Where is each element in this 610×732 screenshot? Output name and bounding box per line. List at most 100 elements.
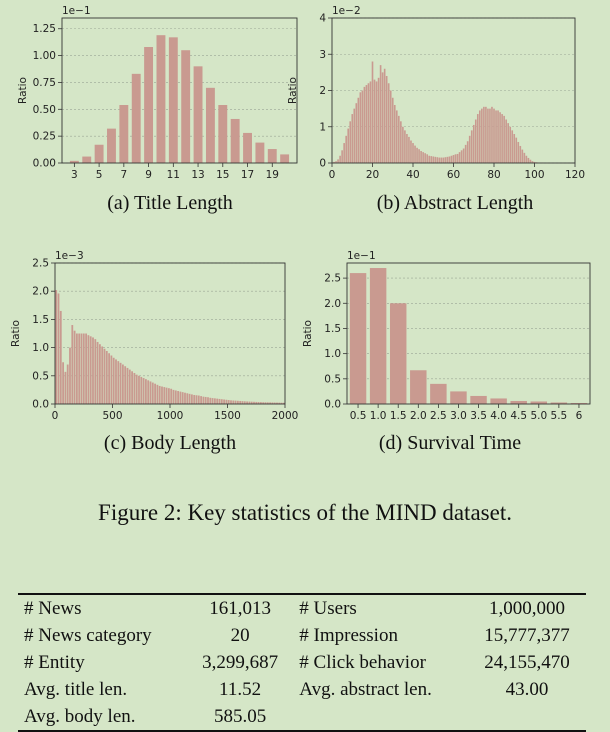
table-row: Avg. body len.585.05	[18, 703, 586, 731]
bar	[194, 66, 203, 163]
bar	[483, 107, 485, 163]
bar	[214, 398, 216, 404]
bar	[366, 85, 368, 163]
bar	[520, 146, 522, 163]
bar	[510, 401, 526, 404]
bar	[526, 156, 528, 163]
x-tick-label: 1.5	[390, 410, 407, 422]
bar	[441, 158, 443, 163]
y-tick-label: 2.5	[324, 273, 341, 285]
bar	[497, 110, 499, 163]
bar	[349, 121, 351, 163]
stat-value: 585.05	[187, 703, 293, 731]
bar	[90, 336, 92, 404]
bar	[230, 400, 232, 404]
bar	[113, 358, 115, 404]
bar	[88, 335, 90, 404]
stat-value	[468, 703, 586, 731]
bar	[180, 392, 182, 404]
y-tick-label: 0	[319, 158, 326, 170]
bar	[528, 158, 530, 163]
x-tick-label: 0	[329, 169, 336, 181]
bar	[434, 157, 436, 163]
bar	[85, 334, 87, 405]
x-tick-label: 3.5	[470, 410, 487, 422]
bar	[101, 346, 103, 404]
bar	[420, 151, 422, 163]
bar	[439, 158, 441, 163]
bar	[189, 394, 191, 404]
bar	[485, 107, 487, 163]
bar	[370, 268, 386, 404]
bar	[280, 154, 289, 163]
bar	[145, 379, 147, 404]
bar	[410, 370, 426, 404]
bar	[219, 399, 221, 404]
bar	[362, 91, 364, 164]
bar	[471, 130, 473, 163]
bar	[457, 154, 459, 163]
stat-value: 11.52	[187, 676, 293, 703]
bar	[503, 116, 505, 163]
bar	[345, 136, 347, 163]
bar	[495, 110, 497, 163]
bar	[487, 109, 489, 163]
x-tick-label: 4.0	[490, 410, 507, 422]
bar	[339, 156, 341, 163]
bar	[430, 156, 432, 163]
bar	[205, 397, 207, 404]
x-tick-label: 5.5	[551, 410, 568, 422]
bar	[186, 393, 188, 404]
bar	[243, 133, 252, 163]
bar	[237, 401, 239, 404]
bar	[124, 366, 126, 404]
bar	[455, 154, 457, 163]
bar	[414, 146, 416, 163]
bar	[143, 378, 145, 404]
y-tick-label: 0.5	[324, 373, 341, 385]
bar	[447, 157, 449, 163]
bar	[55, 290, 57, 404]
y-axis-label: Ratio	[302, 320, 314, 347]
bar	[181, 50, 190, 163]
bar	[461, 150, 463, 163]
x-tick-label: 5	[96, 169, 103, 181]
bar	[412, 143, 414, 163]
bar	[159, 386, 161, 404]
caption-b: (b) Abstract Length	[305, 192, 605, 215]
bar	[428, 156, 430, 163]
bar	[355, 103, 357, 163]
bar	[416, 148, 418, 163]
bar	[406, 134, 408, 163]
bar	[418, 149, 420, 163]
bar	[104, 349, 106, 404]
bar	[218, 105, 227, 163]
bar	[443, 158, 445, 163]
x-tick-label: 13	[191, 169, 204, 181]
bar	[140, 377, 142, 404]
bar	[108, 353, 110, 404]
bar	[513, 134, 515, 163]
stat-value: 24,155,470	[468, 649, 586, 676]
bar	[166, 388, 168, 404]
bar	[451, 156, 453, 163]
bar	[422, 152, 424, 163]
bar	[343, 143, 345, 163]
bar	[459, 152, 461, 163]
bar	[481, 109, 483, 163]
axis-scale-label: 1e−3	[55, 250, 84, 262]
bar	[470, 396, 486, 404]
bar	[382, 72, 384, 163]
x-tick-label: 1.0	[370, 410, 387, 422]
y-tick-label: 2.5	[32, 258, 49, 270]
stat-label: # Impression	[293, 622, 468, 649]
bar	[390, 91, 392, 164]
y-axis-label: Ratio	[17, 77, 29, 104]
bar	[370, 81, 372, 163]
bar	[81, 334, 83, 405]
